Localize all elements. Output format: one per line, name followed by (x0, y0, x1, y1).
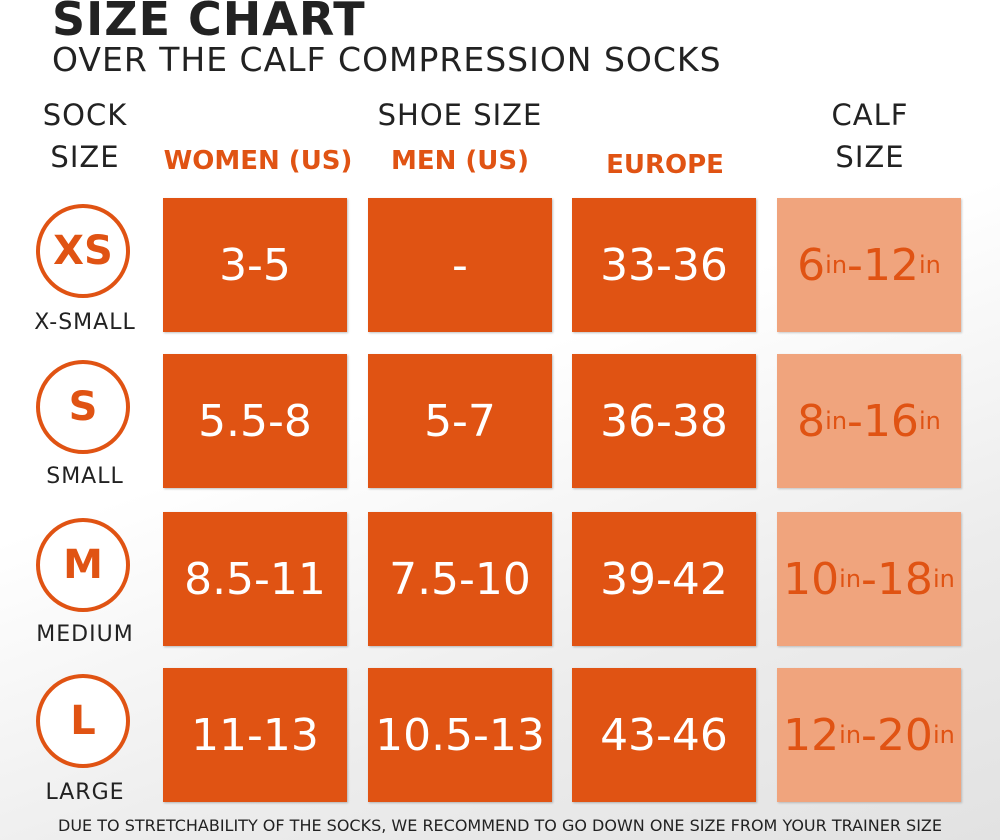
header-women-us: WOMEN (US) (163, 146, 353, 176)
men-size-cell: 7.5-10 (368, 512, 552, 646)
header-calf-line2: SIZE (835, 140, 905, 174)
footer-note: DUE TO STRETCHABILITY OF THE SOCKS, WE R… (58, 816, 942, 835)
size-code-circle: S (36, 360, 130, 454)
calf-size-cell: 12 in -20 in (777, 668, 961, 802)
size-name: SMALL (46, 464, 124, 489)
calf-size-cell: 10 in -18 in (777, 512, 961, 646)
page-subtitle: OVER THE CALF COMPRESSION SOCKS (52, 40, 722, 79)
size-name: MEDIUM (36, 622, 134, 647)
calf-dash: - (861, 709, 877, 761)
calf-unit: in (918, 407, 941, 435)
europe-size-cell: 43-46 (572, 668, 756, 802)
calf-unit: in (932, 565, 955, 593)
europe-size-cell: 36-38 (572, 354, 756, 488)
size-code-circle: M (36, 518, 130, 612)
page-title: SIZE CHART (52, 0, 366, 46)
calf-unit: in (825, 251, 848, 279)
calf-unit: in (825, 407, 848, 435)
header-calf-line1: CALF (831, 98, 909, 132)
women-size-cell: 8.5-11 (163, 512, 347, 646)
europe-size-cell: 39-42 (572, 512, 756, 646)
header-shoe-size: SHOE SIZE (377, 98, 543, 132)
header-europe: EUROPE (606, 150, 724, 180)
calf-unit: in (918, 251, 941, 279)
calf-size-cell: 8 in -16 in (777, 354, 961, 488)
calf-dash: - (847, 239, 863, 291)
men-size-cell: 10.5-13 (368, 668, 552, 802)
calf-min: 6 (797, 239, 826, 291)
calf-dash: - (847, 395, 863, 447)
calf-dash: - (861, 553, 877, 605)
calf-max: 20 (876, 709, 933, 761)
calf-size-cell: 6 in -12 in (777, 198, 961, 332)
calf-max: 12 (862, 239, 919, 291)
calf-max: 16 (862, 395, 919, 447)
women-size-cell: 3-5 (163, 198, 347, 332)
header-sock-size-line1: SOCK (42, 98, 128, 132)
calf-unit: in (932, 721, 955, 749)
size-code-circle: L (36, 674, 130, 768)
size-name: LARGE (45, 780, 125, 805)
men-size-cell: - (368, 198, 552, 332)
calf-min: 12 (783, 709, 840, 761)
europe-size-cell: 33-36 (572, 198, 756, 332)
size-code-circle: XS (36, 204, 130, 298)
women-size-cell: 11-13 (163, 668, 347, 802)
calf-max: 18 (876, 553, 933, 605)
header-sock-size-line2: SIZE (50, 140, 120, 174)
size-name: X-SMALL (34, 310, 136, 335)
women-size-cell: 5.5-8 (163, 354, 347, 488)
calf-min: 8 (797, 395, 826, 447)
calf-min: 10 (783, 553, 840, 605)
men-size-cell: 5-7 (368, 354, 552, 488)
header-men-us: MEN (US) (390, 146, 530, 176)
calf-unit: in (839, 721, 862, 749)
calf-unit: in (839, 565, 862, 593)
